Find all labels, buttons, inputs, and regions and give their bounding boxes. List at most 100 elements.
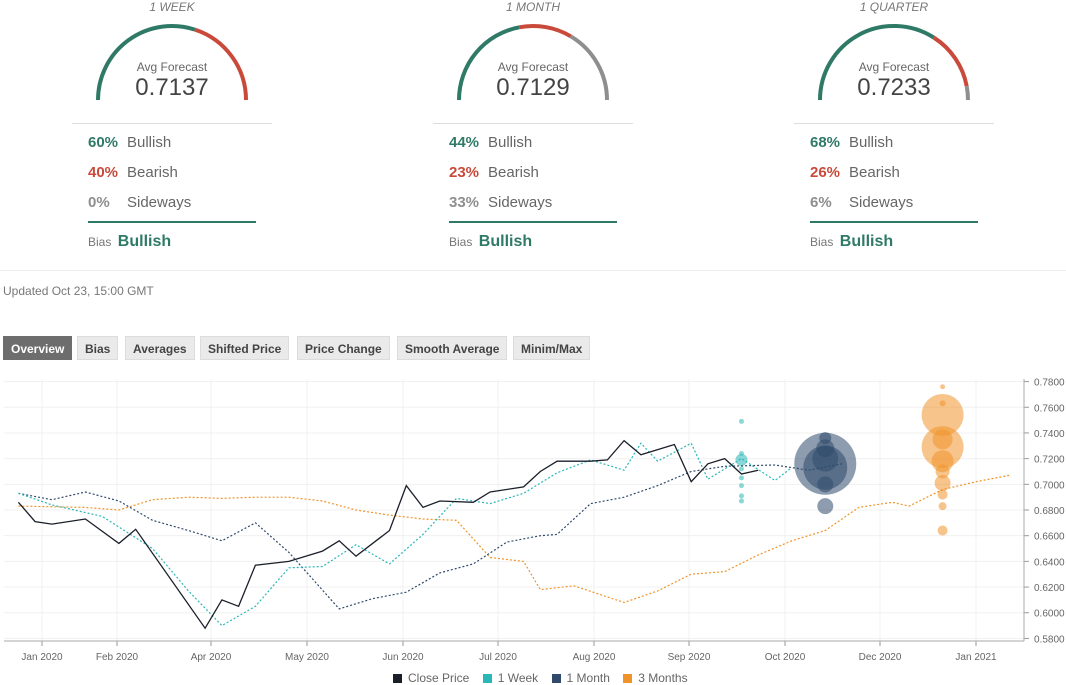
gauge-segment-bullish bbox=[96, 24, 196, 101]
bearish-percent: 40% bbox=[88, 164, 119, 181]
y-tick-label: 0.6800 bbox=[1034, 506, 1065, 517]
section-divider bbox=[0, 270, 1066, 271]
tab-smooth-average[interactable]: Smooth Average bbox=[397, 336, 508, 360]
gauge-segment-bullish bbox=[457, 25, 520, 101]
forecast-bubble bbox=[738, 498, 744, 504]
panel-period-title: 1 WEEK bbox=[149, 0, 195, 14]
forecast-bubble bbox=[931, 450, 954, 473]
y-tick-label: 0.7600 bbox=[1034, 403, 1065, 414]
bearish-label: Bearish bbox=[127, 164, 178, 181]
x-tick-label: Jun 2020 bbox=[382, 652, 424, 663]
y-tick-label: 0.6400 bbox=[1034, 557, 1065, 568]
bearish-label: Bearish bbox=[849, 164, 900, 181]
y-tick-label: 0.7400 bbox=[1034, 429, 1065, 440]
y-tick-label: 0.7800 bbox=[1034, 378, 1065, 389]
bias-summary: Bias Bullish bbox=[810, 233, 893, 251]
forecast-bubble bbox=[738, 418, 744, 424]
sideways-label: Sideways bbox=[849, 194, 914, 211]
x-tick-label: Jan 2020 bbox=[21, 652, 63, 663]
y-tick-label: 0.7000 bbox=[1034, 480, 1065, 491]
x-tick-label: Sep 2020 bbox=[668, 652, 711, 663]
forecast-bubble bbox=[921, 426, 964, 469]
bias-summary: Bias Bullish bbox=[88, 233, 171, 251]
updated-timestamp: Updated Oct 23, 15:00 GMT bbox=[3, 284, 154, 298]
bias-summary: Bias Bullish bbox=[449, 233, 532, 251]
legend-swatch bbox=[623, 674, 633, 683]
legend-item-1-week[interactable]: 1 Week bbox=[482, 671, 539, 685]
x-tick-label: Aug 2020 bbox=[573, 652, 616, 663]
bias-value: Bullish bbox=[117, 233, 172, 250]
forecast-bubble bbox=[817, 498, 834, 515]
avg-forecast-label: Avg Forecast bbox=[858, 60, 930, 74]
forecast-bubble bbox=[803, 445, 848, 490]
sideways-percent: 33% bbox=[449, 194, 480, 211]
x-tick-label: May 2020 bbox=[285, 652, 329, 663]
tab-shifted-price[interactable]: Shifted Price bbox=[200, 336, 290, 360]
gauge-segment-bearish bbox=[518, 23, 572, 39]
x-tick-label: Jan 2021 bbox=[955, 652, 997, 663]
y-tick-label: 0.7200 bbox=[1034, 455, 1065, 466]
gauge-segment-sideways bbox=[964, 85, 971, 101]
bias-label: Bias bbox=[88, 235, 112, 249]
avg-forecast-value: 0.7137 bbox=[135, 74, 209, 101]
bullish-percent: 60% bbox=[88, 134, 119, 151]
divider bbox=[433, 123, 633, 124]
forecast-bubble bbox=[937, 525, 948, 536]
bias-divider bbox=[88, 221, 256, 223]
tab-price-change[interactable]: Price Change bbox=[297, 336, 390, 360]
bearish-label: Bearish bbox=[488, 164, 539, 181]
legend-label: Close Price bbox=[408, 671, 470, 685]
gauge-segment-bearish bbox=[932, 35, 969, 87]
legend-label: 1 Week bbox=[497, 671, 539, 685]
x-tick-label: Oct 2020 bbox=[765, 652, 806, 663]
bias-value: Bullish bbox=[478, 233, 533, 250]
forecast-chart: 0.7800 0.7600 0.7400 0.7200 0.7000 0.6800 0.66… bbox=[0, 375, 1066, 685]
avg-forecast-label: Avg Forecast bbox=[136, 60, 208, 74]
y-tick-label: 0.6000 bbox=[1034, 609, 1065, 620]
divider bbox=[72, 123, 272, 124]
x-tick-label: Jul 2020 bbox=[479, 652, 517, 663]
forecast-bubble bbox=[738, 483, 744, 489]
forecast-chart-svg: 0.7800 0.7600 0.7400 0.7200 0.7000 0.6800 0.66… bbox=[4, 378, 1065, 663]
forecast-bubble bbox=[935, 464, 950, 479]
series-line-close-price bbox=[17, 439, 759, 630]
avg-forecast-label: Avg Forecast bbox=[497, 60, 569, 74]
tab-bias[interactable]: Bias bbox=[77, 336, 119, 360]
legend-label: 3 Months bbox=[638, 671, 688, 685]
legend-swatch bbox=[482, 674, 492, 683]
legend-swatch bbox=[393, 674, 402, 683]
x-tick-label: Feb 2020 bbox=[96, 652, 139, 663]
forecast-bubble bbox=[940, 384, 946, 390]
forecast-bubble bbox=[934, 475, 951, 492]
legend-item-1-month[interactable]: 1 Month bbox=[551, 671, 610, 685]
forecast-bubble bbox=[938, 502, 947, 511]
forecast-bubble bbox=[738, 475, 744, 481]
y-tick-label: 0.6600 bbox=[1034, 532, 1065, 543]
panel-period-title: 1 QUARTER bbox=[859, 0, 929, 14]
legend-item-close-price[interactable]: Close Price bbox=[393, 671, 469, 685]
legend-item-3-months[interactable]: 3 Months bbox=[623, 671, 688, 685]
sideways-label: Sideways bbox=[127, 194, 192, 211]
bullish-percent: 68% bbox=[810, 134, 841, 151]
tab-averages[interactable]: Averages bbox=[125, 336, 195, 360]
bearish-percent: 26% bbox=[810, 164, 841, 181]
forecast-gauge: Avg Forecast 0.7137 bbox=[94, 22, 250, 106]
forecast-bubble bbox=[735, 453, 748, 466]
tab-minim-max[interactable]: Minim/Max bbox=[513, 336, 591, 360]
sideways-label: Sideways bbox=[488, 194, 553, 211]
forecast-bubble bbox=[817, 476, 834, 493]
tab-overview[interactable]: Overview bbox=[3, 336, 73, 360]
legend-swatch bbox=[551, 674, 561, 683]
bias-divider bbox=[810, 221, 978, 223]
gauge-arc bbox=[96, 24, 248, 101]
forecast-gauge: Avg Forecast 0.7129 bbox=[455, 22, 611, 106]
bias-label: Bias bbox=[810, 235, 834, 249]
forecast-gauge: Avg Forecast 0.7233 bbox=[816, 22, 972, 106]
sideways-percent: 0% bbox=[88, 194, 110, 211]
x-tick-label: Apr 2020 bbox=[191, 652, 232, 663]
y-tick-label: 0.5800 bbox=[1034, 634, 1065, 645]
chart-legend: Close Price 1 Week 1 Month 3 Months bbox=[393, 671, 698, 685]
sideways-percent: 6% bbox=[810, 194, 832, 211]
bullish-label: Bullish bbox=[849, 134, 894, 151]
bullish-label: Bullish bbox=[488, 134, 533, 151]
